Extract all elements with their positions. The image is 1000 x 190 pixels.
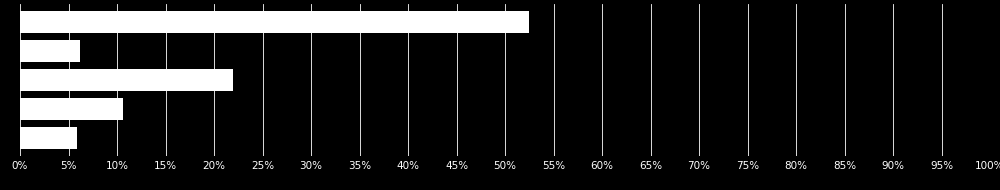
Text: Zaměstnanec (52,5%): Zaměstnanec (52,5%) (0, 17, 17, 27)
Text: Student (22,0%): Student (22,0%) (0, 75, 17, 85)
Text: Důchodce (10,6%): Důchodce (10,6%) (0, 104, 17, 114)
Text: V domácnosti, na rodičovské dovolené (5,9%): V domácnosti, na rodičovské dovolené (5,… (0, 133, 17, 143)
Text: Pod nikatel (6,2%): Pod nikatel (6,2%) (0, 46, 17, 56)
Bar (20, 127, 77, 149)
Bar (20, 40, 80, 62)
Bar (20, 69, 233, 91)
Bar (20, 11, 529, 32)
Bar (20, 98, 123, 120)
